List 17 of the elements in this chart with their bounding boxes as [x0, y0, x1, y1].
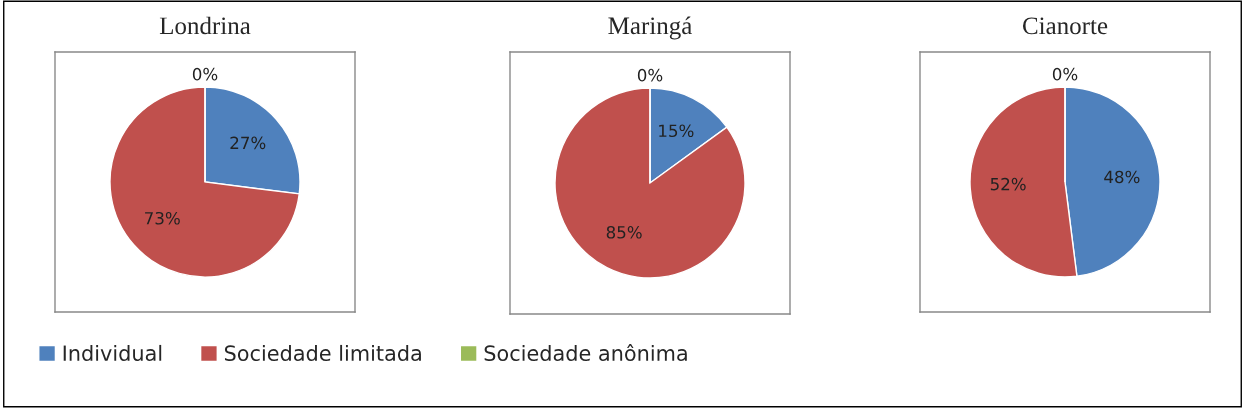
legend-label: Individual — [63, 344, 162, 362]
pie-slice — [554, 87, 746, 279]
text: 0% — [637, 68, 663, 82]
chart-title: Londrina — [159, 16, 251, 35]
legend-label: Sociedade limitada — [224, 344, 421, 362]
data-label: 85% — [606, 226, 642, 239]
data-label: 27% — [230, 136, 266, 150]
pie-slice — [109, 86, 300, 278]
legend-label: Sociedade anônima — [484, 344, 687, 362]
data-label: 73% — [145, 211, 180, 225]
data-label: 52% — [990, 177, 1026, 191]
chart-title: Maringá — [608, 16, 692, 40]
data-label: 48% — [1104, 170, 1140, 184]
text: 0% — [1052, 67, 1078, 81]
text: 0% — [192, 67, 218, 81]
data-label: 15% — [659, 124, 694, 138]
chart-title: Cianorte — [1022, 17, 1108, 35]
